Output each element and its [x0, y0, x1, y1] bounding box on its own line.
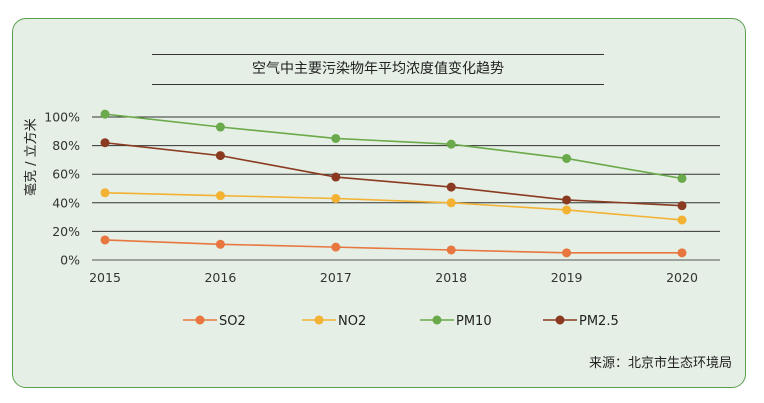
x-tick-label: 2015: [89, 270, 121, 285]
legend-marker-no2: [314, 315, 324, 325]
chart-title: 空气中主要污染物年平均浓度值变化趋势: [252, 61, 504, 77]
data-point-so2: [215, 239, 225, 249]
x-tick-label: 2019: [551, 270, 583, 285]
series-line-pm10: [104, 113, 683, 180]
data-point-pm25: [562, 195, 572, 205]
x-tick-label: 2020: [666, 270, 698, 285]
series-line-no2: [104, 191, 683, 221]
series-line-pm25: [104, 141, 683, 207]
data-point-no2: [100, 188, 110, 198]
data-point-pm10: [562, 153, 572, 163]
data-point-pm25: [446, 182, 456, 192]
data-point-no2: [677, 215, 687, 225]
data-point-no2: [331, 194, 341, 204]
legend-label-no2: NO2: [338, 314, 366, 329]
data-point-pm25: [215, 151, 225, 161]
legend-marker-pm25: [555, 315, 565, 325]
x-tick-label: 2016: [204, 270, 236, 285]
data-point-pm10: [677, 173, 687, 183]
data-point-pm10: [331, 133, 341, 143]
y-tick-label: 20%: [52, 224, 80, 239]
data-point-pm10: [215, 122, 225, 132]
data-point-no2: [562, 205, 572, 215]
data-point-pm25: [331, 172, 341, 182]
y-tick-label: 0%: [60, 253, 80, 268]
data-point-so2: [100, 235, 110, 245]
y-tick-label: 60%: [52, 167, 80, 182]
data-point-so2: [446, 245, 456, 255]
x-tick-label: 2018: [435, 270, 467, 285]
data-point-pm10: [100, 109, 110, 119]
data-point-no2: [446, 198, 456, 208]
data-point-no2: [215, 191, 225, 201]
y-tick-label: 40%: [52, 195, 80, 210]
legend-label-pm25: PM2.5: [579, 314, 619, 329]
data-point-so2: [331, 242, 341, 252]
data-point-pm10: [446, 139, 456, 149]
legend-marker-pm10: [432, 315, 442, 325]
y-tick-label: 100%: [44, 110, 80, 125]
legend-label-pm10: PM10: [456, 314, 492, 329]
x-tick-label: 2017: [320, 270, 352, 285]
title-bottom-rule: [152, 84, 604, 85]
data-point-pm25: [677, 201, 687, 211]
legend-label-so2: SO2: [219, 314, 246, 329]
legend-marker-so2: [195, 315, 205, 325]
y-tick-label: 80%: [52, 138, 80, 153]
data-point-pm25: [100, 138, 110, 148]
data-point-so2: [677, 248, 687, 258]
data-point-so2: [562, 248, 572, 258]
series-line-so2: [104, 239, 682, 254]
title-top-rule: [152, 54, 604, 55]
source-note: 来源：北京市生态环境局: [588, 356, 732, 371]
